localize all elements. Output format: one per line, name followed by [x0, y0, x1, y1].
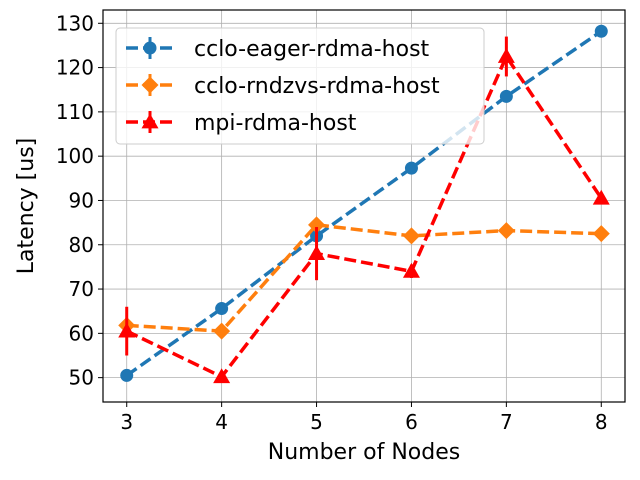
x-tick-label: 3: [120, 410, 133, 434]
data-point: [118, 322, 136, 338]
series-line: [125, 29, 603, 377]
legend-item-0: cclo-eager-rdma-host: [126, 37, 430, 62]
legend-label: cclo-eager-rdma-host: [194, 37, 430, 62]
x-tick-label: 4: [215, 410, 228, 434]
x-tick-label: 7: [500, 410, 513, 434]
series-line: [125, 52, 603, 379]
data-point: [592, 189, 610, 205]
legend-marker: [141, 113, 159, 129]
legend-item-2: mpi-rdma-host: [126, 111, 357, 136]
y-tick-label: 90: [69, 188, 94, 212]
data-point: [402, 227, 420, 245]
y-tick-label: 120: [56, 56, 94, 80]
y-tick-label: 50: [69, 366, 94, 390]
legend-label: mpi-rdma-host: [194, 111, 357, 136]
x-tick-label: 8: [595, 410, 608, 434]
legend-box: [115, 27, 485, 145]
data-point: [213, 322, 231, 340]
data-point: [592, 225, 610, 243]
series-1: [118, 216, 610, 340]
ticks: 3 4 5 6 7 8 50 60 70 80 90 100 110 120 130: [56, 11, 608, 434]
x-tick-label: 6: [405, 410, 418, 434]
series-0: [120, 24, 608, 382]
data-point: [497, 48, 515, 63]
x-axis-label: Number of Nodes: [268, 440, 460, 465]
data-point: [215, 302, 229, 316]
data-point: [594, 24, 608, 38]
x-tick-label: 5: [310, 410, 323, 434]
series-layer: [118, 24, 610, 384]
series-line: [126, 222, 602, 333]
data-point: [497, 222, 515, 240]
data-point: [404, 161, 418, 175]
y-tick-label: 60: [69, 321, 94, 345]
legend: cclo-eager-rdma-host cclo-rndzvs-rdma-hos…: [115, 27, 485, 145]
legend-marker: [141, 76, 159, 94]
y-axis-label: Latency [us]: [14, 138, 39, 275]
y-tick-label: 130: [56, 11, 94, 35]
y-tick-label: 80: [69, 233, 94, 257]
legend-item-1: cclo-rndzvs-rdma-host: [126, 74, 440, 99]
y-tick-label: 100: [56, 144, 94, 168]
y-tick-label: 70: [69, 277, 94, 301]
data-point: [120, 368, 134, 382]
legend-label: cclo-rndzvs-rdma-host: [194, 74, 440, 99]
data-point: [213, 368, 231, 384]
data-point: [499, 89, 513, 103]
plot-frame: [102, 9, 626, 403]
y-tick-label: 110: [56, 100, 94, 124]
data-point: [308, 216, 326, 234]
data-point: [402, 262, 420, 278]
series-2: [118, 36, 610, 384]
legend-marker: [143, 41, 157, 55]
data-point: [308, 245, 326, 260]
